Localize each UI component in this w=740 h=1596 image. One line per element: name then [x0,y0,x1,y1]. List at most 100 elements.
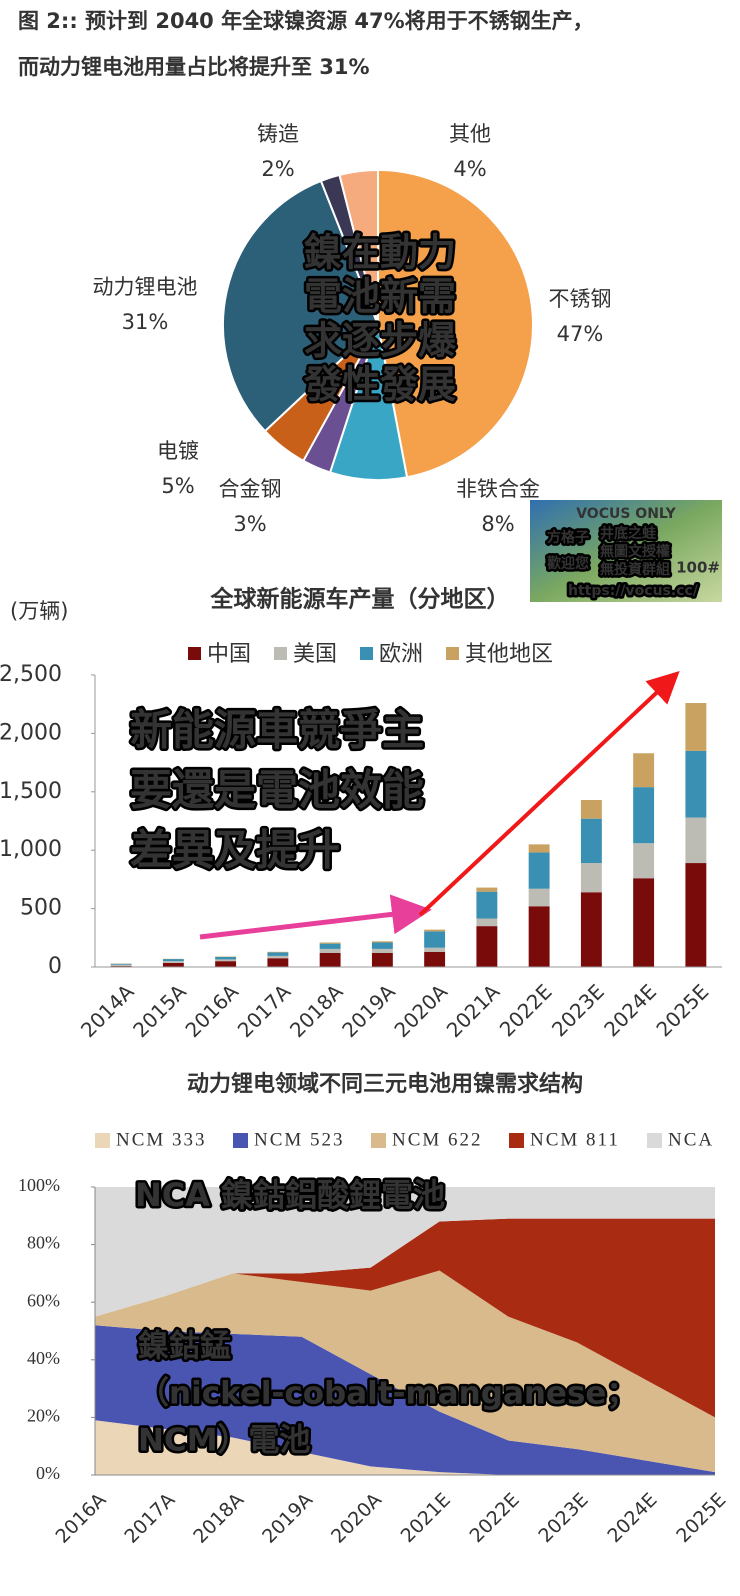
annotation: NCM）電池 [138,1423,311,1459]
x-tick-label: 2022E [495,979,557,1041]
bar-segment [319,942,341,944]
annotation: 發性發展 [303,363,456,407]
watermark-text: 100# [676,559,720,577]
y-axis-label: (万辆) [10,599,68,623]
legend-swatch [647,1133,662,1148]
x-tick-label: 2020A [389,979,452,1042]
legend-label: NCM 523 [254,1129,345,1150]
bar-segment [371,952,393,967]
bar-segment [633,787,655,844]
x-tick-label: 2019A [337,979,400,1042]
legend-label: NCM 622 [392,1129,483,1150]
x-tick-label: 2024E [599,979,661,1041]
x-tick-label: 2019A [258,1489,317,1548]
x-tick-label: 2017A [120,1489,179,1548]
bar-segment [162,959,184,962]
watermark-box [530,500,722,602]
annotation: 鎳在動力 [304,231,456,275]
slice-value: 31% [122,310,169,334]
bar-segment [633,753,655,788]
bar-segment [371,942,393,949]
y-tick-label: 100% [18,1175,60,1195]
legend-swatch [188,647,201,660]
slice-value: 2% [261,157,294,181]
legend-label: NCM 811 [530,1129,620,1150]
area [95,1420,715,1475]
slice-value: 3% [233,512,266,536]
bar-segment [424,951,446,967]
legend-swatch [371,1133,386,1148]
chart-title: 动力锂电领域不同三元电池用镍需求结构 [187,1071,583,1097]
bar-segment [319,943,341,949]
y-tick-label: 60% [27,1290,60,1310]
x-tick-label: 2017A [233,979,296,1042]
bar-segment [685,750,707,818]
bar-segment [110,964,132,967]
bar-segment [528,844,550,853]
chart-title: 图 2:: 预计到 2040 年全球镍资源 47%将用于不锈钢生产， [18,9,594,33]
bar-segment [162,961,184,963]
y-tick-label: 40% [27,1348,60,1368]
slice-label: 电镀 [157,439,199,463]
bar-segment [528,852,550,889]
slice-value: 5% [161,474,194,498]
bar-segment [685,703,707,751]
arrow [199,894,432,940]
arrow [418,671,680,917]
annotation: 鎳鈷錳 [138,1329,231,1365]
x-tick-label: 2021A [442,979,505,1042]
watermark-text: 井底之蛙 [600,525,656,542]
chart-title: 全球新能源车产量（分地区） [210,586,510,613]
bar-segment [476,918,498,927]
area [95,1187,715,1317]
bar-segment [267,952,289,956]
area [95,1270,715,1473]
bar-segment [267,951,289,953]
bar-segment [476,926,498,967]
x-tick-label: 2015A [128,979,191,1042]
slice-label: 铸造 [257,122,299,146]
slice-label: 动力锂电池 [93,275,198,299]
area [95,1218,715,1418]
bar-segment [371,948,393,953]
chart-title: 而动力锂电池用量占比将提升至 31% [18,55,370,79]
bar-segment [633,878,655,967]
pie-slice [377,168,535,479]
legend-label: 中国 [207,642,251,667]
x-tick-label: 2023E [547,979,609,1041]
legend-swatch [233,1133,248,1148]
bar-segment [162,962,184,967]
legend-label: 其他地区 [465,642,553,667]
legend-swatch [95,1133,110,1148]
bar-segment [476,887,498,892]
slice-label: 其他 [449,122,491,146]
slice-value: 4% [453,157,486,181]
bar-segment [580,863,602,893]
bar-segment [215,956,237,960]
pie-slice [338,168,379,326]
y-tick-label: 1,500 [0,779,62,804]
bar-segment [267,958,289,967]
slice-label: 不锈钢 [549,287,612,311]
y-tick-label: 80% [27,1233,60,1253]
slice-label: 合金钢 [219,477,282,501]
legend-label: NCM 333 [116,1129,207,1150]
annotation: NCA 鎳鈷鋁酸鋰電池 [135,1176,445,1214]
x-tick-label: 2021E [397,1489,455,1547]
x-tick-label: 2025E [651,979,713,1041]
watermark-text: 無圖文授權 [600,543,670,560]
annotation: 差異及提升 [130,826,340,875]
bar-segment [580,799,602,819]
x-tick-label: 2018A [285,979,348,1042]
bar-segment [371,941,393,943]
x-tick-label: 2016A [180,979,243,1042]
bar-segment [319,948,341,953]
watermark-text: VOCUS ONLY [576,506,676,522]
annotation: 電池新需 [304,275,456,319]
y-tick-label: 0% [36,1463,60,1483]
y-tick-label: 500 [20,896,62,921]
bar-segment [685,817,707,864]
x-tick-label: 2014A [76,979,139,1042]
